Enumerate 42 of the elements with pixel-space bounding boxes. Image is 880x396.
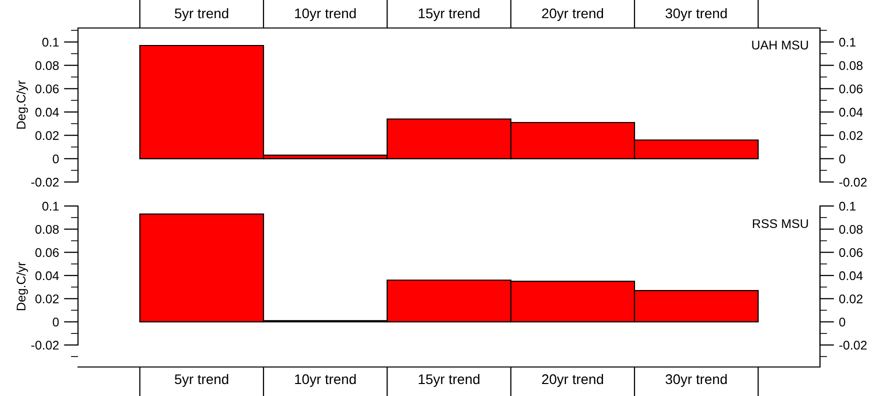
x-tick-label: 20yr trend [542, 8, 604, 22]
y-tick-label: 0.06 [35, 84, 59, 94]
y-tick-label: 0.08 [35, 224, 59, 234]
y-axis-title: Deg.C/yr [16, 262, 28, 310]
x-tick-label: 10yr trend [295, 374, 356, 387]
y2-tick-label: 0.1 [839, 38, 856, 47]
y2-tick-label: 0.06 [839, 248, 863, 257]
y-tick-label: 0.08 [35, 61, 59, 70]
y2-tick-label: 0 [839, 154, 846, 164]
x-tick-label: 10yr trend [295, 8, 356, 22]
x-tick-label: 20yr trend [542, 374, 604, 387]
y-tick-label: 0.06 [35, 248, 59, 257]
y2-tick-label: 0.02 [839, 294, 862, 304]
y2-tick-label: -0.02 [839, 178, 867, 187]
y2-tick-label: 0.06 [839, 84, 863, 94]
x-tick-label: 5yr trend [174, 8, 228, 22]
y2-tick-label: 0.04 [839, 271, 863, 280]
y2-tick-label: 0.1 [839, 202, 856, 211]
y2-tick-label: 0.04 [839, 108, 863, 117]
y-tick-label: 0.1 [42, 38, 59, 47]
x-tick-label: 15yr trend [418, 8, 480, 22]
annotation: RSS MSU [752, 219, 808, 228]
y-tick-label: 0.1 [42, 202, 59, 211]
x-tick-label: 5yr trend [174, 374, 228, 387]
y-tick-label: 0.04 [35, 108, 59, 117]
y-tick-label: -0.02 [31, 340, 59, 350]
y-tick-label: 0.02 [35, 131, 59, 140]
y-tick-label: -0.02 [31, 178, 59, 187]
x-tick-label: 30yr trend [666, 8, 727, 22]
y2-tick-label: -0.02 [839, 340, 867, 350]
x-tick-label: 15yr trend [418, 374, 480, 387]
annotation: UAH MSU [752, 40, 808, 50]
y-tick-label: 0.02 [35, 294, 59, 304]
x-tick-label: 30yr trend [666, 374, 727, 387]
y2-tick-label: 0.08 [839, 61, 863, 70]
y-axis-title: Deg.C/yr [16, 80, 28, 129]
y2-tick-label: 0.02 [839, 131, 862, 140]
y-tick-label: 0.04 [35, 271, 59, 280]
y-tick-label: 0 [52, 154, 59, 164]
y2-tick-label: 0.08 [839, 224, 863, 234]
y2-tick-label: 0 [839, 318, 846, 326]
y-tick-label: 0 [52, 318, 59, 326]
